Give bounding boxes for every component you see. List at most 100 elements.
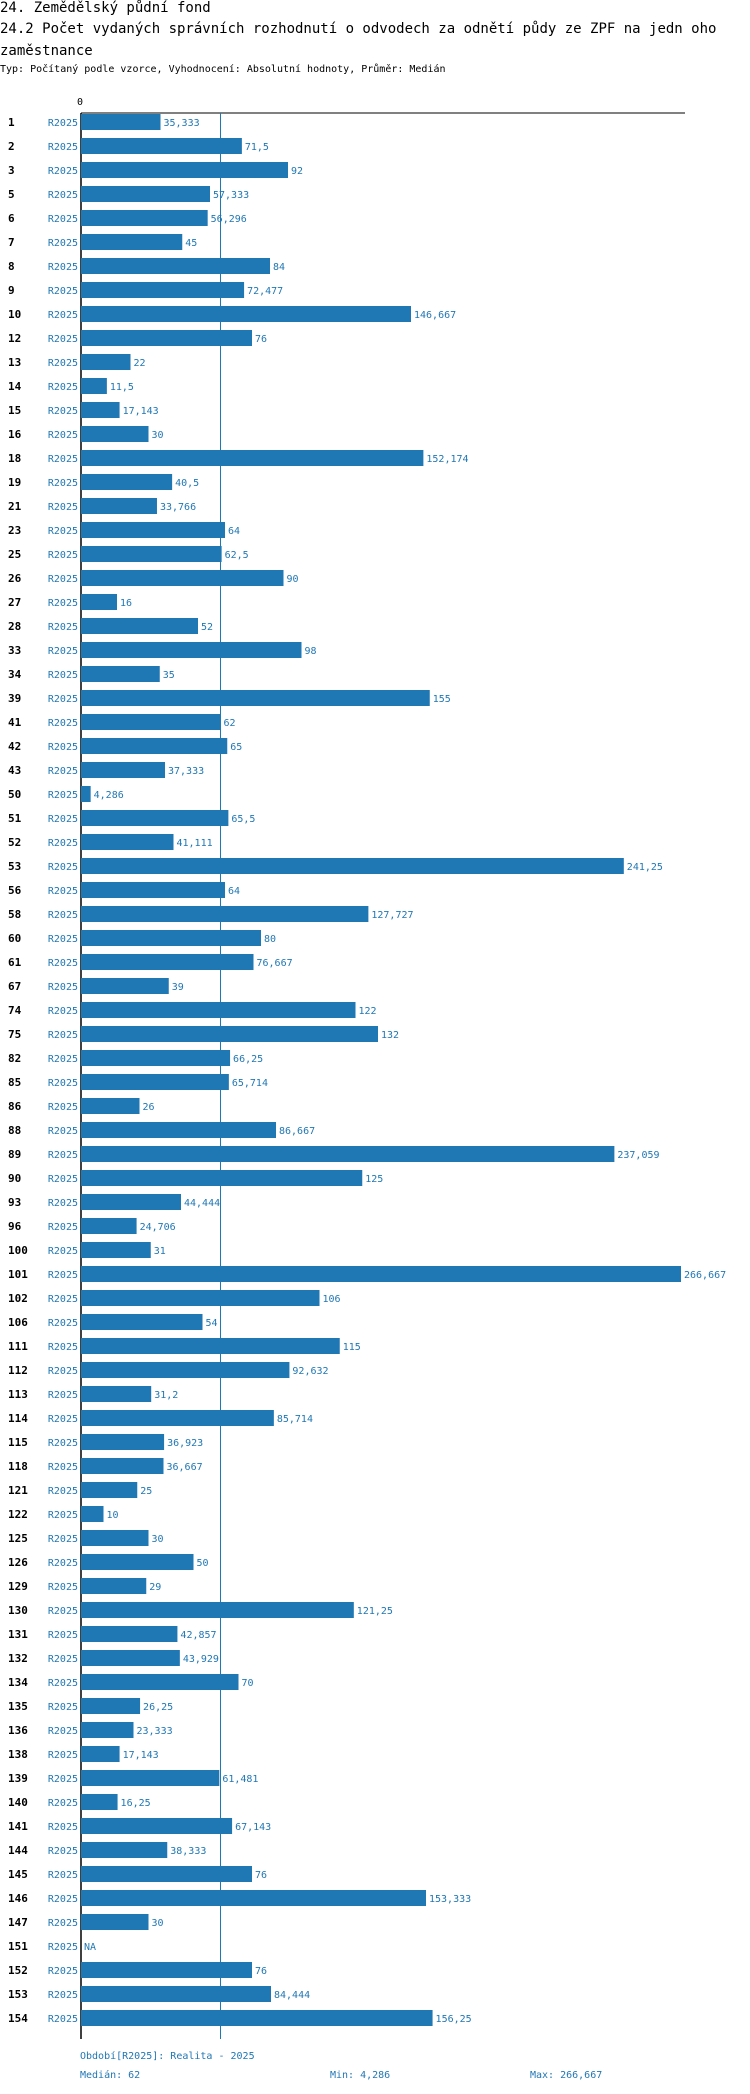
series-label: R2025 <box>48 1102 78 1113</box>
bar <box>81 1818 233 1834</box>
data-label: 42,857 <box>180 1630 216 1641</box>
data-label: 56,296 <box>211 214 247 225</box>
series-label: R2025 <box>48 1078 78 1089</box>
series-label: R2025 <box>48 118 78 129</box>
bar <box>81 522 225 538</box>
series-label: R2025 <box>48 1510 78 1521</box>
series-label: R2025 <box>48 1366 78 1377</box>
bar <box>81 1962 252 1978</box>
footer-period: Období[R2025]: Realita - 2025 <box>80 2051 255 2062</box>
data-label: 64 <box>228 526 240 537</box>
data-label: 54 <box>205 1318 217 1329</box>
category-label: 154 <box>8 2012 28 2025</box>
series-label: R2025 <box>48 910 78 921</box>
data-label: 17,143 <box>123 1750 159 1761</box>
category-label: 111 <box>8 1340 28 1353</box>
data-label: 241,25 <box>627 862 663 873</box>
bar <box>81 1050 231 1066</box>
data-label: 70 <box>241 1678 253 1689</box>
series-label: R2025 <box>48 1870 78 1881</box>
bar <box>81 1554 194 1570</box>
category-label: 5 <box>8 188 15 201</box>
bar <box>81 1338 340 1354</box>
data-label: 85,714 <box>277 1414 313 1425</box>
series-label: R2025 <box>48 1630 78 1641</box>
bar <box>81 1866 252 1882</box>
bar <box>81 1266 681 1282</box>
series-label: R2025 <box>48 382 78 393</box>
series-label: R2025 <box>48 1798 78 1809</box>
category-label: 33 <box>8 644 21 657</box>
series-label: R2025 <box>48 454 78 465</box>
category-label: 112 <box>8 1364 28 1377</box>
data-label: 40,5 <box>175 478 199 489</box>
series-label: R2025 <box>48 1270 78 1281</box>
category-label: 74 <box>8 1004 22 1017</box>
series-label: R2025 <box>48 1342 78 1353</box>
data-label: 62 <box>223 718 235 729</box>
series-label: R2025 <box>48 982 78 993</box>
series-label: R2025 <box>48 526 78 537</box>
category-label: 101 <box>8 1268 28 1281</box>
category-label: 134 <box>8 1676 28 1689</box>
data-label: 26 <box>142 1102 154 1113</box>
category-label: 67 <box>8 980 21 993</box>
category-label: 125 <box>8 1532 28 1545</box>
data-label: 152,174 <box>426 454 468 465</box>
series-label: R2025 <box>48 1846 78 1857</box>
category-label: 100 <box>8 1244 28 1257</box>
bar <box>81 690 430 706</box>
category-label: 18 <box>8 452 21 465</box>
data-label: 153,333 <box>429 1894 471 1905</box>
category-label: 102 <box>8 1292 28 1305</box>
bar <box>81 330 252 346</box>
data-label: 24,706 <box>140 1222 176 1233</box>
data-label: 66,25 <box>233 1054 263 1065</box>
category-label: 130 <box>8 1604 28 1617</box>
bar <box>81 1698 141 1714</box>
category-label: 16 <box>8 428 22 441</box>
data-label: 106 <box>322 1294 340 1305</box>
data-label: 45 <box>185 238 197 249</box>
series-label: R2025 <box>48 550 78 561</box>
data-label: 132 <box>381 1030 399 1041</box>
data-label: 65 <box>230 742 242 753</box>
series-label: R2025 <box>48 1750 78 1761</box>
series-label: R2025 <box>48 886 78 897</box>
bar <box>81 810 229 826</box>
data-label: 122 <box>358 1006 376 1017</box>
category-label: 139 <box>8 1772 28 1785</box>
category-label: 8 <box>8 260 15 273</box>
category-label: 7 <box>8 236 15 249</box>
series-label: R2025 <box>48 1990 78 2001</box>
data-label: 266,667 <box>684 1270 726 1281</box>
series-label: R2025 <box>48 646 78 657</box>
data-label: 36,923 <box>167 1438 203 1449</box>
data-label: 61,481 <box>222 1774 258 1785</box>
data-label: 146,667 <box>414 310 456 321</box>
chart-description: Typ: Počítaný podle vzorce, Vyhodnocení:… <box>0 64 446 75</box>
bar <box>81 570 284 586</box>
series-label: R2025 <box>48 1726 78 1737</box>
series-label: R2025 <box>48 1558 78 1569</box>
series-label: R2025 <box>48 430 78 441</box>
series-label: R2025 <box>48 1678 78 1689</box>
series-label: R2025 <box>48 1390 78 1401</box>
category-label: 90 <box>8 1172 21 1185</box>
bar <box>81 1530 149 1546</box>
bar <box>81 1722 134 1738</box>
bar <box>81 1458 164 1474</box>
category-label: 19 <box>8 476 21 489</box>
bar <box>81 1194 181 1210</box>
series-label: R2025 <box>48 214 78 225</box>
series-label: R2025 <box>48 934 78 945</box>
data-label: 84,444 <box>274 1990 310 2001</box>
series-label: R2025 <box>48 814 78 825</box>
series-label: R2025 <box>48 1198 78 1209</box>
series-label: R2025 <box>48 262 78 273</box>
bar <box>81 954 254 970</box>
series-label: R2025 <box>48 1246 78 1257</box>
data-label: 37,333 <box>168 766 204 777</box>
series-label: R2025 <box>48 502 78 513</box>
bar <box>81 1362 290 1378</box>
